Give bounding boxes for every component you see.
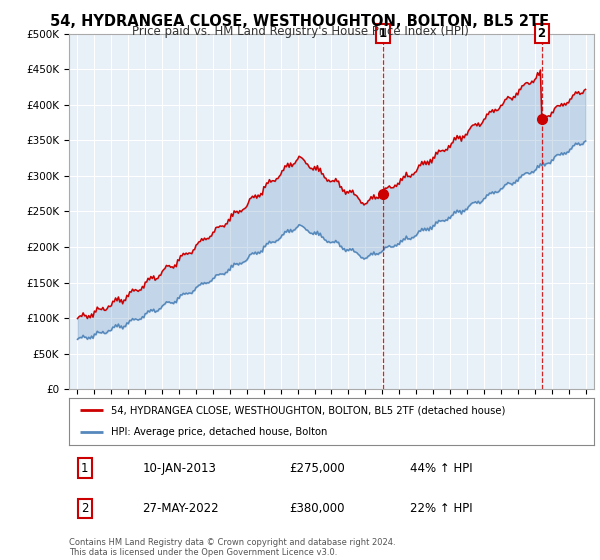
Text: 1: 1 [379, 27, 387, 40]
Text: 27-MAY-2022: 27-MAY-2022 [143, 502, 219, 515]
Text: 44% ↑ HPI: 44% ↑ HPI [410, 461, 473, 475]
Text: HPI: Average price, detached house, Bolton: HPI: Average price, detached house, Bolt… [111, 427, 328, 437]
Text: 54, HYDRANGEA CLOSE, WESTHOUGHTON, BOLTON, BL5 2TF (detached house): 54, HYDRANGEA CLOSE, WESTHOUGHTON, BOLTO… [111, 405, 505, 416]
Text: £275,000: £275,000 [290, 461, 345, 475]
Text: Price paid vs. HM Land Registry's House Price Index (HPI): Price paid vs. HM Land Registry's House … [131, 25, 469, 38]
Text: 2: 2 [538, 27, 546, 40]
Text: 22% ↑ HPI: 22% ↑ HPI [410, 502, 473, 515]
Text: 1: 1 [81, 461, 89, 475]
Text: 10-JAN-2013: 10-JAN-2013 [143, 461, 217, 475]
Text: 2: 2 [81, 502, 89, 515]
Text: £380,000: £380,000 [290, 502, 345, 515]
Text: 54, HYDRANGEA CLOSE, WESTHOUGHTON, BOLTON, BL5 2TF: 54, HYDRANGEA CLOSE, WESTHOUGHTON, BOLTO… [50, 14, 550, 29]
Text: Contains HM Land Registry data © Crown copyright and database right 2024.
This d: Contains HM Land Registry data © Crown c… [69, 538, 395, 557]
